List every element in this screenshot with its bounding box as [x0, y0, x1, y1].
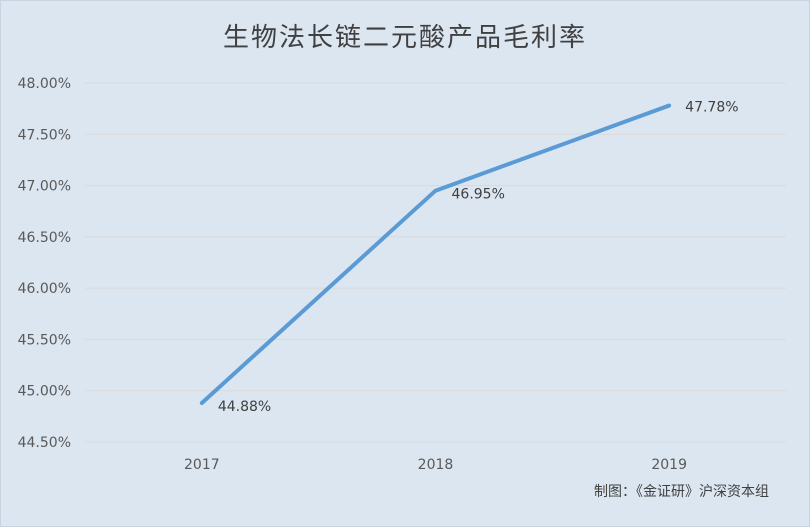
y-tick-label: 44.50%	[18, 435, 71, 451]
y-tick-label: 47.00%	[18, 179, 71, 195]
x-tick-label: 2017	[184, 457, 220, 473]
data-label: 47.78%	[685, 100, 738, 116]
series-line	[199, 103, 672, 406]
y-tick-label: 45.50%	[18, 332, 71, 348]
y-tick-label: 48.00%	[18, 76, 71, 92]
chart-title: 生物法长链二元酸产品毛利率	[222, 23, 587, 53]
chart-credit: 制图：《金证研》沪深资本组	[594, 484, 769, 500]
y-tick-label: 46.50%	[18, 230, 71, 246]
y-tick-label: 45.00%	[18, 384, 71, 400]
x-tick-label: 2019	[651, 457, 687, 473]
data-label: 46.95%	[452, 187, 505, 203]
data-label: 44.88%	[218, 399, 271, 415]
y-tick-label: 46.00%	[18, 281, 71, 297]
x-tick-label: 2018	[418, 457, 454, 473]
y-tick-label: 47.50%	[18, 127, 71, 143]
